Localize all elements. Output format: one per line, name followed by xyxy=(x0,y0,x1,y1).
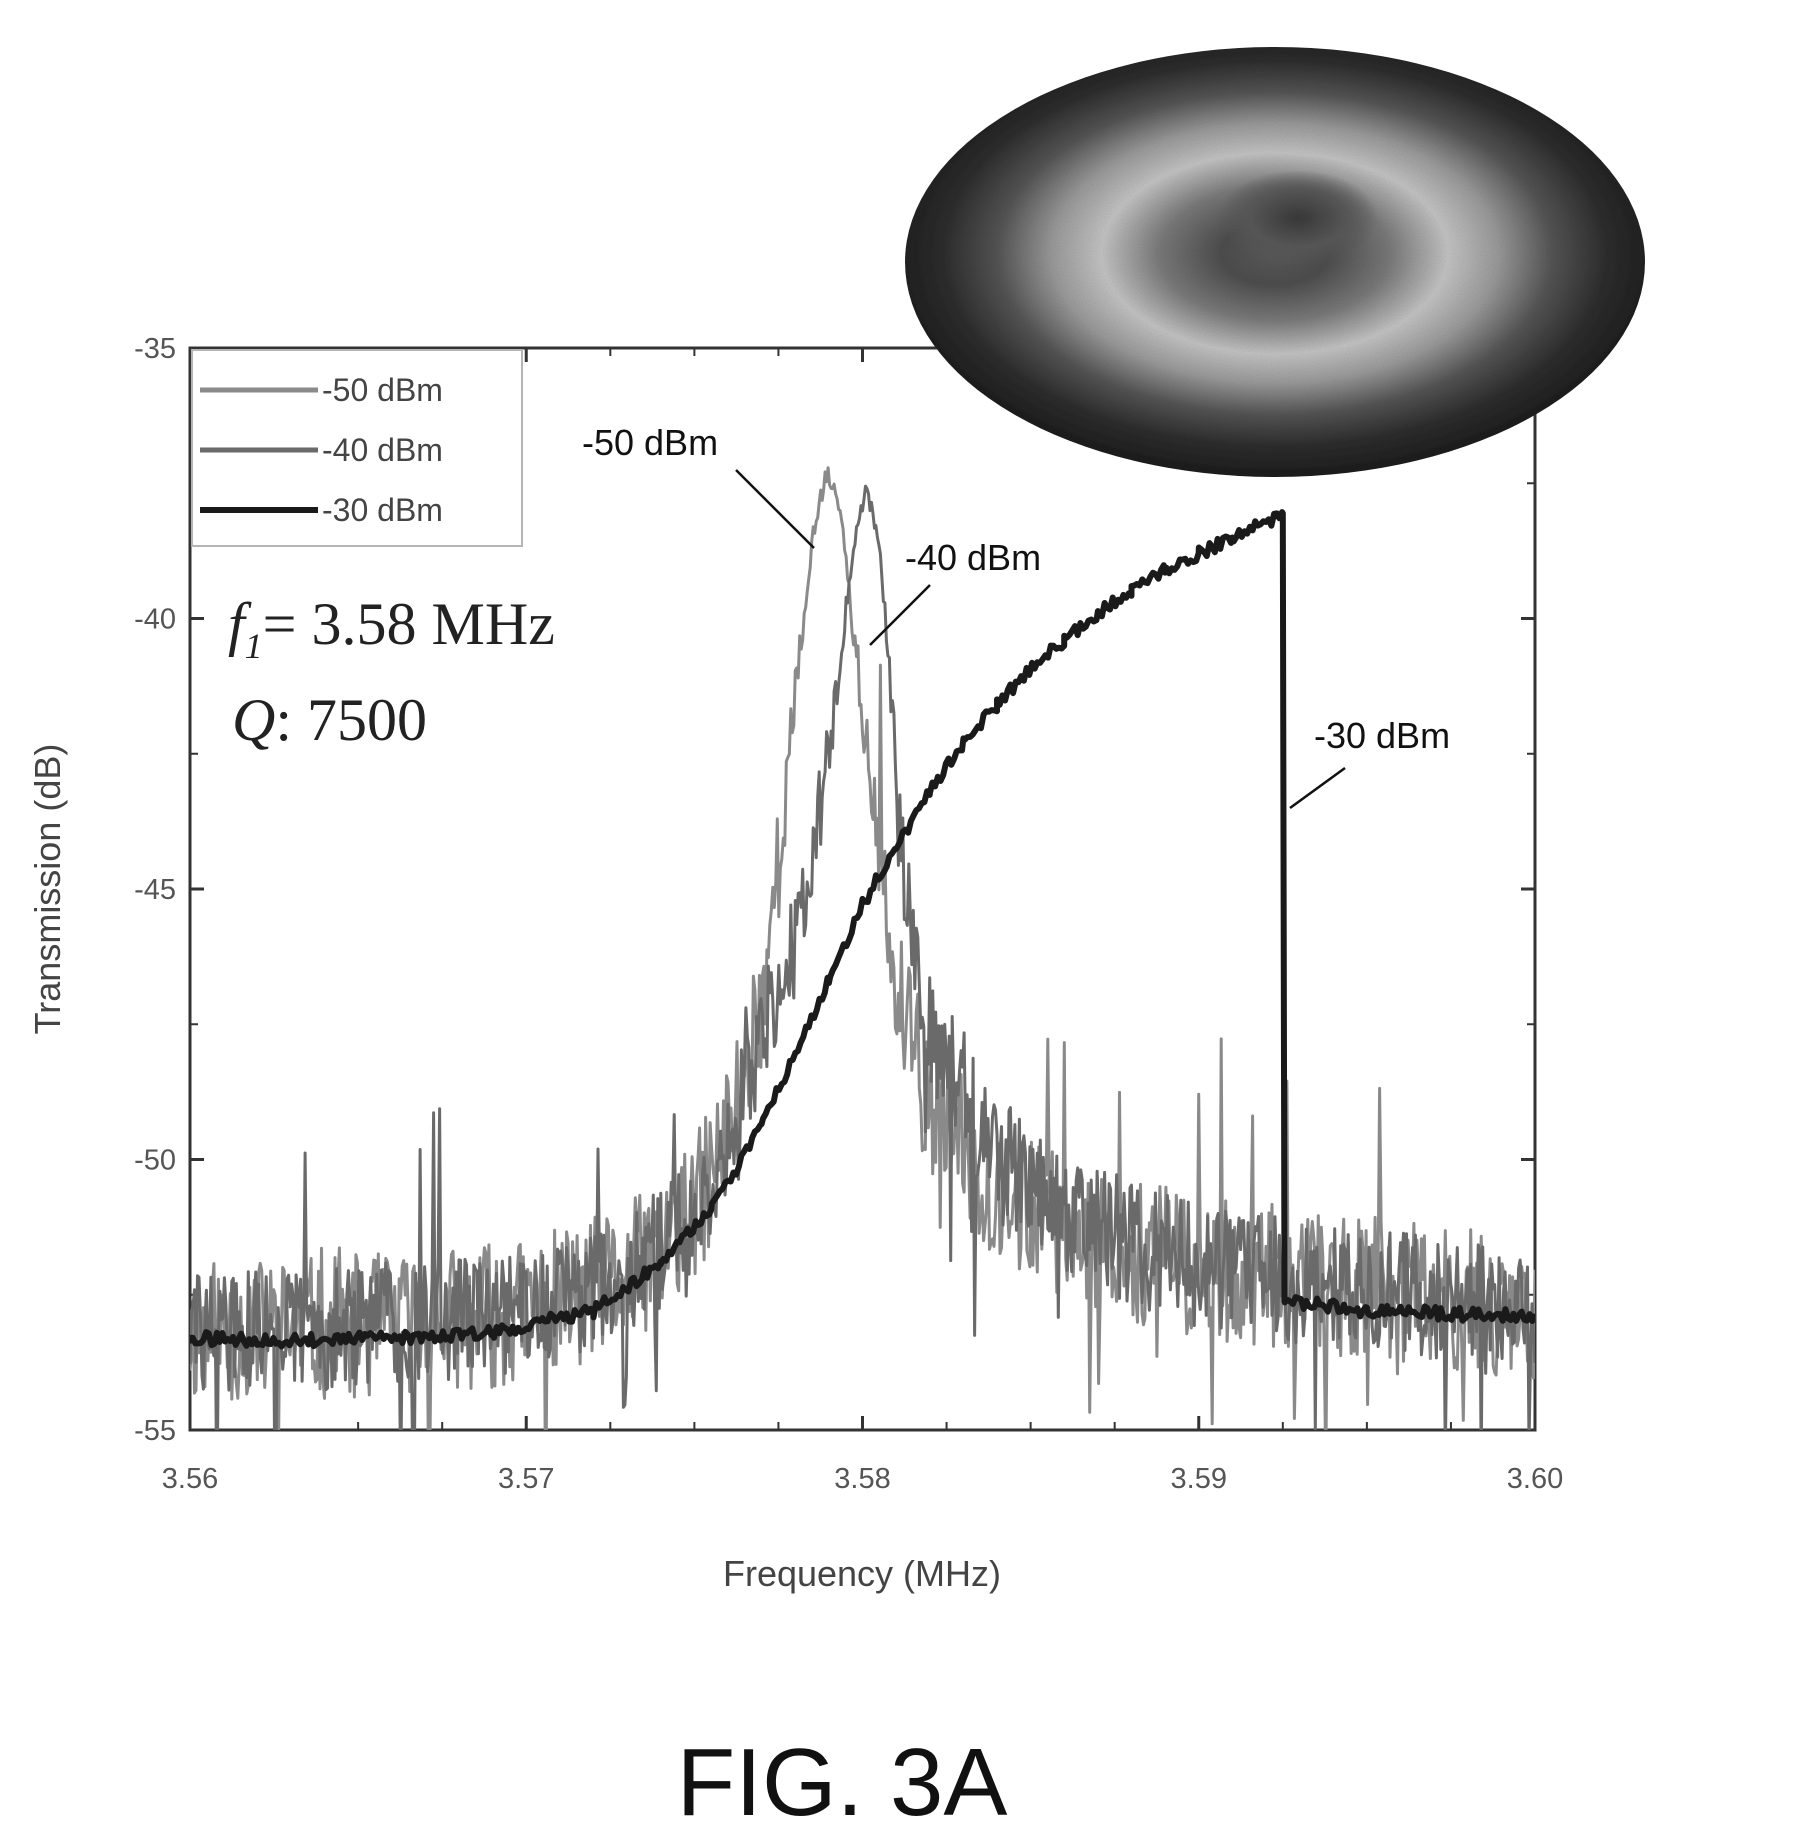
callout-leader-30dbm xyxy=(1289,766,1346,810)
legend-label: -50 dBm xyxy=(322,372,443,408)
quality-factor-value: : 7500 xyxy=(275,687,427,753)
figure-label: FIG. 3A xyxy=(677,1729,1008,1836)
disk-mode-shape-icon xyxy=(905,47,1645,477)
y-tick-label: -50 xyxy=(134,1145,176,1177)
series-callouts: -50 dBm -40 dBm -30 dBm xyxy=(582,422,1450,810)
y-axis-title: Transmission (dB) xyxy=(27,744,68,1035)
y-tick-label: -40 xyxy=(134,604,176,636)
quality-factor-parameter: Q: 7500 xyxy=(232,687,427,753)
legend-label: -40 dBm xyxy=(322,432,443,468)
y-tick-label: -35 xyxy=(134,333,176,365)
frequency-value: = 3.58 MHz xyxy=(263,591,555,657)
frequency-parameter: f1= 3.58 MHz xyxy=(228,591,555,666)
x-tick-label: 3.58 xyxy=(834,1463,890,1495)
callout-label-50dbm: -50 dBm xyxy=(582,422,718,463)
y-tick-label: -55 xyxy=(134,1415,176,1447)
x-tick-label: 3.57 xyxy=(498,1463,554,1495)
quality-factor-symbol: Q xyxy=(232,687,275,753)
plot-series-group xyxy=(190,466,1535,1430)
axis-tick-labels: 3.56 3.57 3.58 3.59 3.60 -35 -40 -45 -50 -55 xyxy=(134,333,1563,1495)
x-axis-title: Frequency (MHz) xyxy=(723,1553,1001,1594)
frequency-subscript: 1 xyxy=(245,626,263,666)
x-tick-label: 3.56 xyxy=(162,1463,218,1495)
callout-leader-50dbm xyxy=(735,469,815,549)
callout-label-40dbm: -40 dBm xyxy=(905,537,1041,578)
series-line-2 xyxy=(190,484,1535,1430)
legend-label: -30 dBm xyxy=(322,492,443,528)
series-line-3 xyxy=(190,509,1535,1350)
callout-leader-40dbm xyxy=(869,584,931,646)
legend-items: -50 dBm -40 dBm -30 dBm xyxy=(200,372,443,528)
y-tick-label: -45 xyxy=(134,874,176,906)
resonance-parameters: f1= 3.58 MHz Q: 7500 xyxy=(228,591,555,753)
legend: -50 dBm -40 dBm -30 dBm xyxy=(191,349,523,547)
callout-label-30dbm: -30 dBm xyxy=(1314,715,1450,756)
x-tick-label: 3.60 xyxy=(1507,1463,1563,1495)
x-tick-label: 3.59 xyxy=(1171,1463,1227,1495)
series-line-1 xyxy=(190,466,1535,1430)
